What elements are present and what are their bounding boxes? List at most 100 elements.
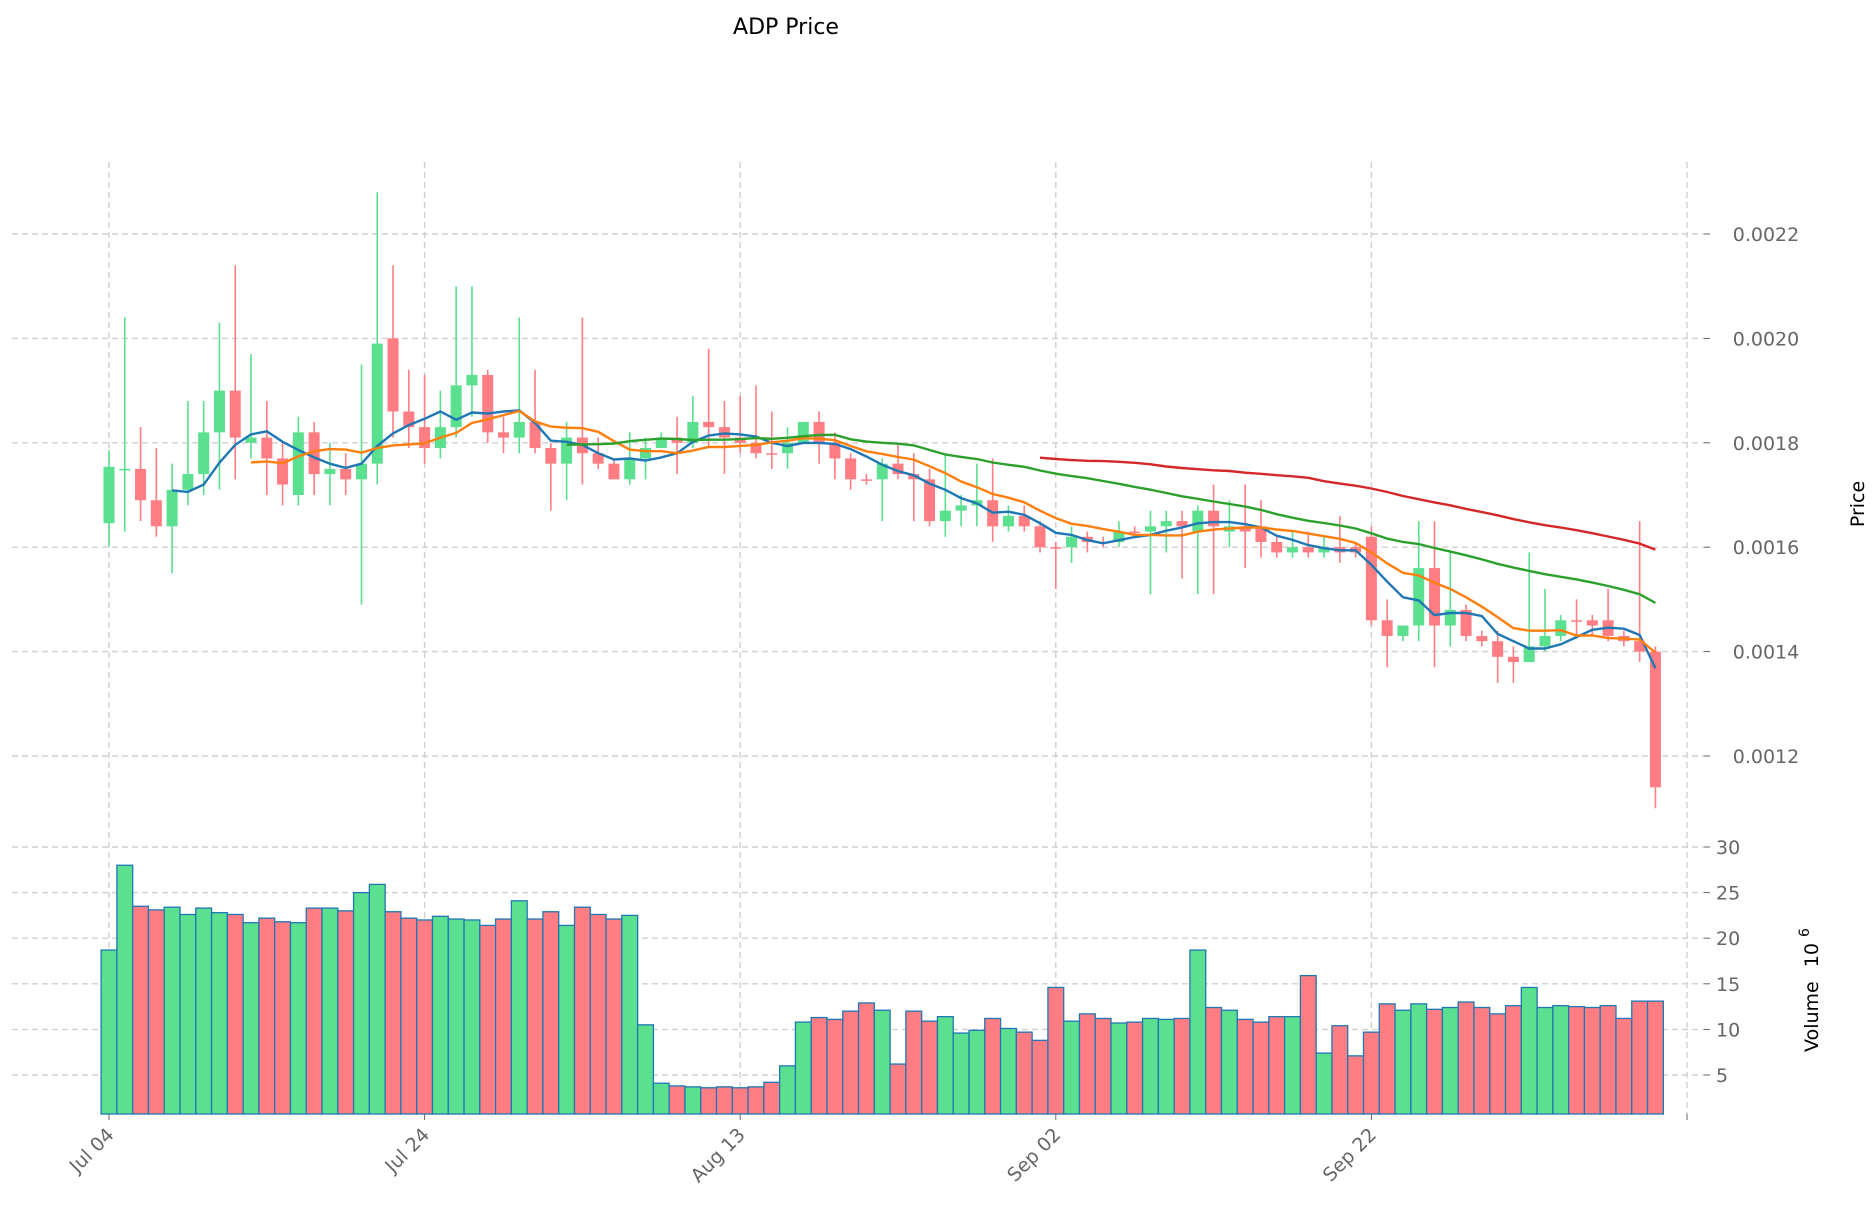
volume-tick-label: 30 bbox=[1716, 837, 1740, 859]
candle-body bbox=[1507, 656, 1519, 663]
volume-tick-label: 15 bbox=[1716, 974, 1740, 996]
candle-body bbox=[277, 458, 289, 485]
candle-body bbox=[1066, 536, 1078, 548]
price-tick-label: 0.0016 bbox=[1733, 537, 1799, 559]
candle-body bbox=[1255, 526, 1267, 542]
candle-body bbox=[1555, 620, 1567, 636]
volume-bar bbox=[889, 1063, 907, 1115]
candle-body bbox=[1365, 536, 1377, 621]
volume-tick-label: 5 bbox=[1716, 1065, 1728, 1087]
svg-text:Volume 10 6: Volume 10 6 bbox=[1797, 928, 1823, 1052]
volume-bar bbox=[857, 1002, 875, 1115]
candle-body bbox=[324, 468, 336, 475]
candle-body bbox=[1586, 620, 1598, 626]
candle-body bbox=[261, 437, 273, 459]
candle-body bbox=[1271, 541, 1283, 553]
volume-bar bbox=[1378, 1003, 1396, 1115]
x-tick-label: Aug 13 bbox=[687, 1124, 750, 1187]
volume-bar bbox=[1220, 1009, 1238, 1115]
volume-bar bbox=[494, 918, 513, 1115]
volume-bar bbox=[416, 919, 434, 1115]
volume-bar bbox=[1205, 1006, 1223, 1115]
volume-bar bbox=[968, 1029, 986, 1115]
volume-bar bbox=[1473, 1006, 1491, 1115]
candle-body bbox=[371, 343, 383, 464]
volume-bar bbox=[447, 918, 465, 1115]
volume-bars bbox=[100, 864, 1664, 1115]
candle-body bbox=[340, 468, 352, 480]
volume-bar bbox=[1489, 1013, 1507, 1115]
volume-bar bbox=[668, 1085, 686, 1115]
price-tick-label: 0.0022 bbox=[1733, 224, 1799, 246]
volume-bar bbox=[431, 915, 449, 1115]
volume-bar bbox=[321, 907, 339, 1115]
candle-body bbox=[860, 479, 872, 481]
candle-body bbox=[1192, 510, 1204, 532]
candle-body bbox=[1460, 609, 1472, 636]
candle-body bbox=[1649, 651, 1661, 788]
volume-bar bbox=[1078, 1013, 1096, 1115]
volume-bar bbox=[700, 1087, 718, 1115]
candle-body bbox=[1018, 515, 1030, 527]
volume-bar bbox=[1299, 974, 1317, 1115]
candle-body bbox=[624, 458, 636, 480]
volume-bar bbox=[1599, 1005, 1617, 1115]
x-tick-label: Jul 04 bbox=[65, 1124, 119, 1178]
volume-bar bbox=[1583, 1006, 1601, 1115]
volume-bar bbox=[1047, 986, 1065, 1115]
candle-body bbox=[750, 442, 762, 454]
x-tick-label: Jul 24 bbox=[380, 1124, 434, 1178]
volume-bar bbox=[952, 1032, 970, 1115]
candle-body bbox=[419, 427, 431, 449]
volume-bar bbox=[1157, 1018, 1175, 1115]
volume-bar bbox=[589, 913, 607, 1115]
candle-body bbox=[135, 468, 147, 501]
candle-body bbox=[355, 463, 367, 480]
moving-average-60-line bbox=[1039, 456, 1656, 551]
volume-bar bbox=[1631, 1000, 1649, 1115]
candle-body bbox=[245, 437, 257, 443]
price-tick-label: 0.0014 bbox=[1733, 642, 1799, 664]
candle-body bbox=[797, 421, 809, 443]
volume-bar bbox=[984, 1017, 1002, 1115]
candle-body bbox=[545, 448, 557, 464]
candle-body bbox=[1144, 526, 1156, 532]
volume-bar bbox=[1362, 1031, 1380, 1115]
candle-body bbox=[1476, 635, 1488, 642]
volume-bar bbox=[731, 1087, 749, 1115]
candle-body bbox=[608, 463, 620, 480]
candle-body bbox=[640, 448, 652, 459]
candle-body bbox=[1113, 531, 1125, 542]
volume-bar bbox=[873, 1009, 891, 1115]
volume-label-base: 10 bbox=[1801, 943, 1823, 967]
volume-bar bbox=[337, 910, 355, 1115]
candle-body bbox=[687, 421, 699, 443]
volume-bar bbox=[1252, 1021, 1270, 1115]
candle-body bbox=[782, 442, 794, 454]
candle-body bbox=[766, 453, 778, 455]
volume-bar bbox=[384, 911, 402, 1115]
candle-body bbox=[213, 390, 225, 433]
volume-bar bbox=[526, 918, 544, 1115]
volume-bar bbox=[826, 1018, 844, 1115]
volume-bar bbox=[1567, 1005, 1586, 1115]
volume-bar bbox=[652, 1082, 670, 1115]
volume-bar bbox=[1331, 1025, 1349, 1115]
volume-bar bbox=[810, 1016, 828, 1115]
volume-bar bbox=[1141, 1017, 1160, 1115]
candle-body bbox=[703, 421, 715, 428]
volume-bar bbox=[1110, 1022, 1128, 1115]
candle-body bbox=[1444, 609, 1456, 626]
volume-bar bbox=[1646, 1000, 1664, 1115]
candle-body bbox=[513, 421, 525, 438]
candle-body bbox=[1160, 521, 1172, 527]
candle-body bbox=[829, 442, 841, 459]
volume-bar bbox=[842, 1010, 860, 1115]
volume-bar bbox=[1441, 1006, 1459, 1115]
volume-bar bbox=[226, 913, 244, 1115]
volume-bar bbox=[1268, 1015, 1286, 1115]
price-tick-label: 0.0018 bbox=[1733, 433, 1799, 455]
volume-bar bbox=[242, 922, 260, 1115]
candle-body bbox=[955, 505, 967, 511]
volume-axis-label: Volume 10 6 bbox=[1797, 928, 1823, 1052]
